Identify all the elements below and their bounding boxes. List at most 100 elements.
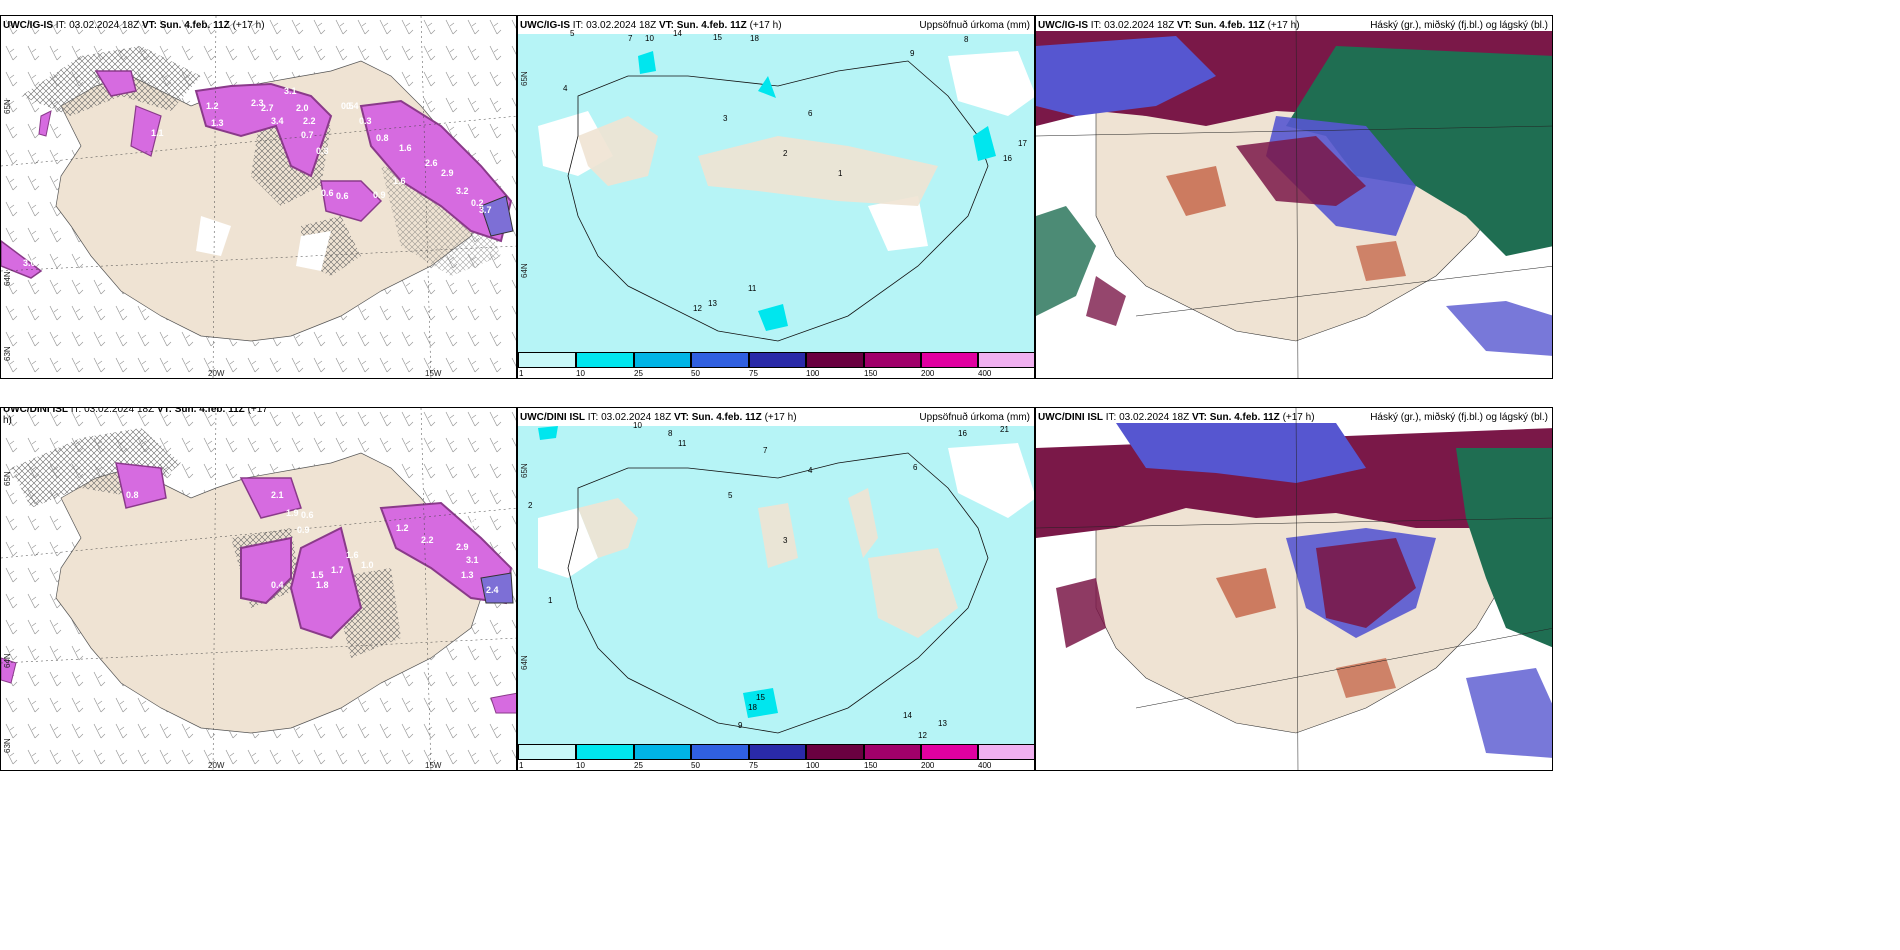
colorbar-swatch: [576, 744, 634, 760]
value-label: 2.1: [271, 490, 284, 500]
value-label: 0.2: [471, 198, 484, 208]
init-time: IT: 03.02.2024 18Z: [1105, 412, 1190, 423]
panel-header: UWC/IG-IS IT: 03.02.2024 18Z VT: Sun. 4.…: [3, 19, 512, 33]
value-label: 0.8: [126, 490, 139, 500]
value-label: 1.6: [399, 143, 412, 153]
colorbar-swatch: [921, 744, 978, 760]
panel-header: UWC/IG-IS IT: 03.02.2024 18Z VT: Sun. 4.…: [520, 19, 1030, 33]
value-label: 9: [738, 721, 743, 730]
map-top-right: [1036, 16, 1552, 378]
colorbar-tick: 100: [806, 369, 820, 378]
panel-header: UWC/DINI ISL IT: 03.02.2024 18Z VT: Sun.…: [1038, 411, 1548, 425]
colorbar-tick: 400: [978, 369, 992, 378]
panel-title-right: Uppsöfnuð úrkoma (mm): [919, 20, 1030, 31]
value-label: 2.3: [251, 98, 264, 108]
valid-time: Sun. 4.feb. 11Z: [1194, 20, 1265, 31]
value-label: 0.6: [336, 191, 349, 201]
value-label: 2.7: [261, 103, 274, 113]
value-label: 0.7: [301, 130, 314, 140]
map-top-left: 3.1 2.7 1.3 2.0 3.4 0.6 0.7 2.3 3.2 1.2 …: [1, 16, 516, 378]
value-label: 10: [633, 421, 642, 430]
value-label: 11: [678, 439, 687, 448]
value-label: 0.4: [271, 580, 284, 590]
init-time: IT: 03.02.2024 18Z: [587, 412, 672, 423]
lead-time: (+17 h): [764, 412, 797, 423]
value-label: 0.9: [373, 190, 386, 200]
valid-time-label: VT:: [658, 20, 674, 31]
value-label: 1.2: [396, 523, 409, 533]
colorbar-tick: 25: [634, 369, 643, 378]
value-label: 2.2: [421, 535, 434, 545]
lat-label: 65N: [3, 99, 12, 114]
map-bottom-right: [1036, 408, 1552, 770]
lat-label: 65N: [520, 71, 529, 86]
value-label: 2.2: [303, 116, 316, 126]
value-label: 4: [563, 84, 568, 93]
value-label: 13: [938, 719, 947, 728]
lead-time: (+17 h): [1282, 412, 1315, 423]
value-label: 0.5: [341, 101, 354, 111]
value-label: 1.1: [151, 128, 164, 138]
value-label: 0.3: [316, 146, 329, 156]
lon-label: 20W: [208, 761, 225, 770]
value-label: 1.2: [206, 101, 219, 111]
colorbar-swatch: [978, 352, 1034, 368]
lat-label: 64N: [3, 653, 12, 668]
panel-bottom-right-cloud-cover: UWC/DINI ISL IT: 03.02.2024 18Z VT: Sun.…: [1035, 407, 1553, 771]
value-label: 2.0: [296, 103, 309, 113]
colorbar-tick: 10: [576, 761, 585, 770]
value-label: 15: [713, 33, 722, 42]
value-label: 16: [1003, 154, 1012, 163]
value-label: 1.5: [311, 570, 324, 580]
value-label: 2.9: [441, 168, 454, 178]
lead-time: (+17 h): [749, 20, 782, 31]
value-label: 1.3: [211, 118, 224, 128]
model-name: UWC/IG-IS: [1038, 20, 1088, 31]
value-label: 5: [570, 29, 575, 38]
value-label: 3.4: [271, 116, 284, 126]
colorbar-swatch: [806, 744, 864, 760]
value-label: 13: [708, 299, 717, 308]
precip-values: 7 10 14 15 18 5 8 9 4 11 6 3 2 12 13 16 …: [563, 29, 1027, 313]
valid-time-label: VT:: [156, 407, 172, 415]
value-label: 1.6: [346, 550, 359, 560]
value-label: 1.7: [331, 565, 344, 575]
value-label: 0.3: [359, 116, 372, 126]
value-label: 11: [748, 284, 757, 293]
init-time: IT: 03.02.2024 18Z: [1090, 20, 1175, 31]
colorbar-swatch: [518, 744, 576, 760]
value-label: 7: [628, 34, 633, 43]
value-label: 1.3: [461, 570, 474, 580]
model-name: UWC/DINI ISL: [3, 407, 68, 415]
colorbar-tick: 200: [921, 369, 935, 378]
value-label: 8: [668, 429, 673, 438]
panel-header-wrap: h): [3, 414, 512, 428]
valid-time-label: VT:: [1191, 412, 1207, 423]
init-time: IT: 03.02.2024 18Z: [70, 407, 155, 415]
precip-values: 3.1 2.7 1.3 2.0 3.4 0.6 0.7 2.3 3.2 1.2 …: [23, 86, 492, 268]
precip-values: 10 8 11 7 6 4 3 5 2 12 9 1 13 14 16 21 1…: [528, 421, 1009, 740]
value-label: 10: [645, 34, 654, 43]
lat-label: 63N: [3, 346, 12, 361]
valid-time: Sun. 4.feb. 11Z: [174, 407, 245, 415]
value-label: 21: [1000, 425, 1009, 434]
value-label: 16: [958, 429, 967, 438]
value-label: 0.7: [471, 518, 484, 528]
colorbar-swatch: [576, 352, 634, 368]
value-label: 14: [903, 711, 912, 720]
panel-header: UWC/DINI ISL IT: 03.02.2024 18Z VT: Sun.…: [3, 407, 512, 417]
model-name: UWC/IG-IS: [3, 20, 53, 31]
value-label: 2.9: [456, 542, 469, 552]
value-label: 17: [1018, 139, 1027, 148]
panel-top-right-cloud-cover: UWC/IG-IS IT: 03.02.2024 18Z VT: Sun. 4.…: [1035, 15, 1553, 379]
colorbar-swatch: [634, 352, 691, 368]
value-label: 2: [528, 501, 533, 510]
value-label: 14: [673, 29, 682, 38]
colorbar-swatch: [921, 352, 978, 368]
lat-label: 65N: [520, 463, 529, 478]
colorbar-tick: 1: [519, 761, 524, 770]
lat-label: 64N: [3, 271, 12, 286]
panel-bottom-mid-accumulated-precip: 10 8 11 7 6 4 3 5 2 12 9 1 13 14 16 21 1…: [517, 407, 1035, 771]
colorbar-swatch: [864, 744, 921, 760]
colorbar-tick: 10: [576, 369, 585, 378]
